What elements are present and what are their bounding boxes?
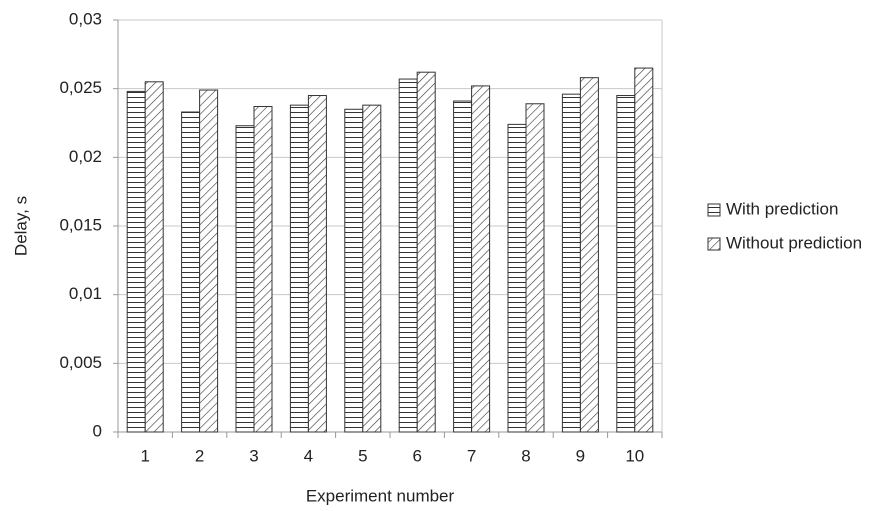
x-tick-label: 5 [358, 446, 367, 465]
bar [344, 108, 364, 433]
bar [561, 93, 581, 433]
x-tick-label: 6 [412, 446, 421, 465]
y-tick-label: 0,01 [69, 284, 102, 303]
y-tick-label: 0 [93, 421, 102, 440]
bar [235, 125, 255, 433]
bar [416, 71, 436, 433]
y-tick-label: 0,005 [59, 353, 102, 372]
legend-label: With prediction [726, 199, 838, 218]
x-axis-label: Experiment number [306, 486, 455, 505]
y-axis-label: Delay, s [11, 196, 30, 256]
bar [144, 81, 164, 433]
x-tick-label: 4 [304, 446, 313, 465]
bar [362, 104, 382, 433]
legend-swatch [707, 203, 721, 217]
bar [126, 90, 146, 433]
x-tick-label: 7 [467, 446, 476, 465]
bar [471, 85, 491, 433]
legend-label: Without prediction [726, 233, 862, 252]
bar [307, 95, 327, 433]
x-tick-label: 8 [521, 446, 530, 465]
bar [579, 77, 599, 433]
y-tick-label: 0,02 [69, 147, 102, 166]
legend-swatch [707, 237, 721, 251]
y-tick-label: 0,03 [69, 9, 102, 28]
x-tick-label: 1 [140, 446, 149, 465]
bar [453, 100, 473, 433]
bar [253, 106, 273, 433]
bar [398, 78, 418, 433]
bar [634, 67, 654, 433]
bar [289, 104, 309, 433]
y-tick-label: 0,015 [59, 215, 102, 234]
bar [507, 123, 527, 433]
x-tick-label: 2 [195, 446, 204, 465]
bar [199, 89, 219, 433]
x-tick-label: 10 [625, 446, 644, 465]
bar [181, 111, 201, 433]
bar [525, 103, 545, 433]
x-tick-label: 3 [249, 446, 258, 465]
x-tick-label: 9 [576, 446, 585, 465]
bar [616, 95, 636, 433]
y-tick-label: 0,025 [59, 78, 102, 97]
